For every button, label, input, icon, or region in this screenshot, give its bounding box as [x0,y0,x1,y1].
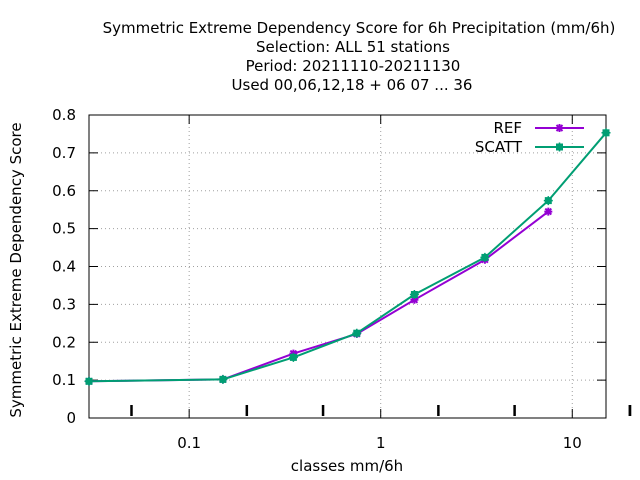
y-tick-label: 0 [66,409,76,427]
data-point [410,295,419,304]
marker-cross [480,252,490,262]
plot-frame [88,114,607,419]
y-tick-label: 0.3 [52,295,76,313]
marker-cross [555,142,564,152]
x-tick-label: 0.1 [177,434,201,452]
plot-border [88,114,607,419]
legend-label: SCATT [475,138,523,156]
y-tick-label: 0.7 [52,144,76,162]
marker-cross [218,374,228,384]
marker-star [544,207,553,216]
chart-title: Symmetric Extreme Dependency Score for 6… [103,19,616,94]
marker-cross [601,128,611,138]
legend-label: REF [493,119,522,137]
marker-cross [288,352,298,362]
data-point [84,376,94,386]
data-point [543,196,553,206]
title-line-3: Period: 20211110-20211130 [246,57,461,75]
legend-entry-scatt: SCATT [475,138,584,156]
data-point [480,252,490,262]
title-line-4: Used 00,06,12,18 + 06 07 ... 36 [232,76,473,94]
legend-marker [555,142,564,152]
marker-star [555,124,564,132]
series-layer [84,128,611,386]
legend-entry-ref: REF [493,119,584,137]
marker-cross [352,328,362,338]
x-axis-label: classes mm/6h [291,457,403,475]
data-point [288,352,298,362]
y-tick-label: 0.5 [52,220,76,238]
y-tick-label: 0.2 [52,333,76,351]
data-point [218,374,228,384]
y-tick-label: 0.8 [52,106,76,124]
marker-star [410,295,419,304]
axis-ticks: 0 0.1 0.2 0.3 0.4 0.5 0.6 0.7 0.8 0.1 1 10 [52,106,632,452]
x-tick-label: 10 [563,434,582,452]
marker-cross [84,376,94,386]
data-point [352,328,362,338]
marker-cross [409,290,419,299]
y-axis-label: Symmetric Extreme Dependency Score [7,122,25,417]
data-point [544,207,553,216]
grid [89,115,606,418]
data-point [409,290,419,299]
data-point [601,128,611,138]
series-line [88,132,607,383]
series-line [88,210,549,383]
marker-cross [543,196,553,206]
title-line-1: Symmetric Extreme Dependency Score for 6… [103,19,616,37]
y-tick-label: 0.4 [52,258,76,276]
legend-marker [555,124,564,132]
y-tick-label: 0.6 [52,182,76,200]
x-tick-label: 1 [376,434,386,452]
y-tick-label: 0.1 [52,371,76,389]
series-ref [85,207,553,386]
title-line-2: Selection: ALL 51 stations [256,38,450,56]
series-scatt [84,128,611,386]
